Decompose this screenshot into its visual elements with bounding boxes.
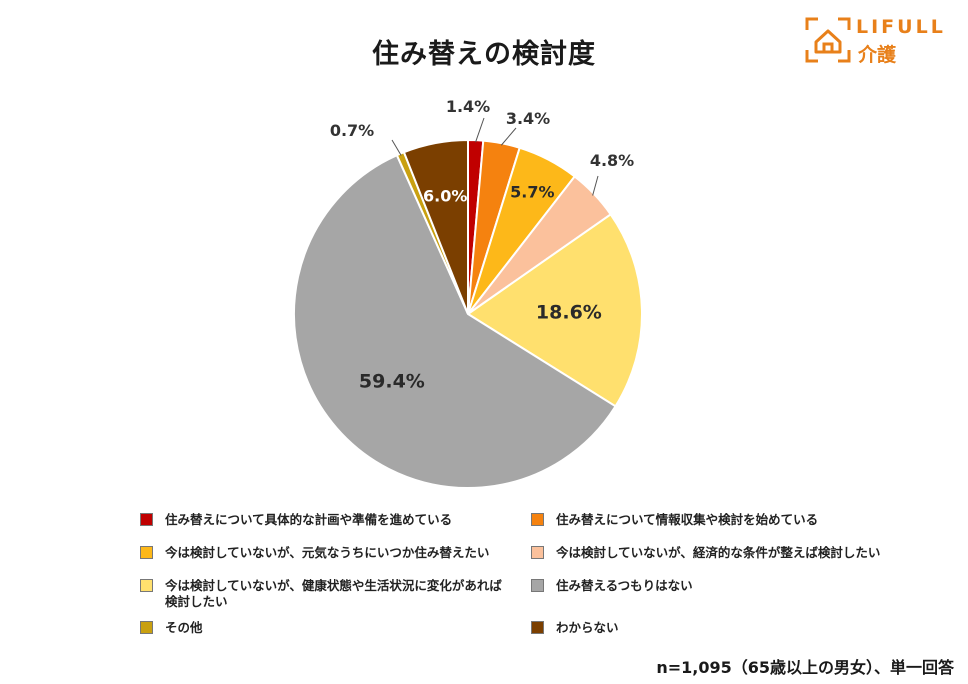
chart-title: 住み替えの検討度: [372, 39, 596, 70]
slice-data-label: 1.4%: [446, 97, 490, 116]
sample-note: n=1,095（65歳以上の男女）、単一回答: [656, 658, 954, 677]
lifull-logo: LIFULL 介護: [804, 14, 954, 66]
legend-swatch: [531, 513, 544, 526]
slice-data-label: 3.4%: [506, 109, 550, 128]
slice-data-label: 5.7%: [510, 183, 554, 202]
leader-line: [391, 139, 402, 156]
slice-data-label: 6.0%: [423, 186, 467, 205]
legend-swatch: [140, 621, 153, 634]
slice-data-label: 18.6%: [536, 301, 602, 323]
legend-swatch: [140, 579, 153, 592]
pie-slice: [466, 213, 643, 408]
legend-swatch: [531, 621, 544, 634]
logo-sub-text: 介護: [858, 44, 897, 66]
pie-chart: 1.4% 3.4% 5.7% 4.8% 18.6% 59.4% 0.7% 6.0%: [293, 97, 643, 489]
house-logo-icon: [805, 17, 851, 63]
legend-label: 住み替えについて情報収集や検討を始めている: [556, 512, 819, 527]
legend-label: 住み替えるつもりはない: [556, 578, 693, 593]
legend-swatch: [531, 579, 544, 592]
logo-brand-text: LIFULL: [856, 16, 946, 38]
legend-label: 住み替えについて具体的な計画や準備を進めている: [165, 512, 453, 527]
legend-swatch: [140, 546, 153, 559]
leader-line: [592, 175, 599, 196]
legend-label: 今は検討していないが、健康状態や生活状況に変化があれば検討したい: [165, 578, 502, 609]
legend-swatch: [531, 546, 544, 559]
leader-line: [500, 127, 517, 146]
leader-line: [475, 117, 485, 143]
pie-slice: [293, 153, 617, 489]
legend-label: 今は検討していないが、経済的な条件が整えば検討したい: [556, 545, 881, 560]
legend-label: その他: [165, 620, 203, 635]
legend-label: わからない: [556, 620, 619, 635]
slice-data-label: 4.8%: [590, 151, 634, 170]
slice-data-label: 59.4%: [359, 370, 425, 392]
slice-data-label: 0.7%: [330, 121, 374, 140]
legend-swatch: [140, 513, 153, 526]
legend-label: 今は検討していないが、元気なうちにいつか住み替えたい: [165, 545, 490, 560]
pie-slice: [402, 138, 469, 315]
